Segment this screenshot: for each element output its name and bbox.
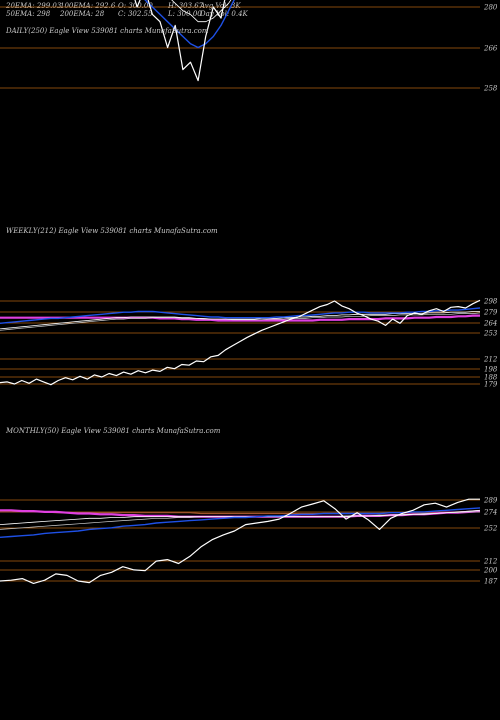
series-line-ma-fast bbox=[0, 507, 481, 538]
tick-label-253: 253 bbox=[483, 330, 498, 338]
header-h2: 100EMA: 292.6 bbox=[60, 2, 116, 10]
header-h8: C: 302.55 bbox=[118, 10, 153, 18]
tick-label-212: 212 bbox=[483, 356, 498, 364]
header-h3: O: 300.00 bbox=[118, 2, 153, 10]
series-line-price bbox=[0, 299, 481, 386]
series-line-ma-fast bbox=[0, 307, 481, 324]
series-line-ma-mid bbox=[0, 509, 481, 525]
tick-label-200: 200 bbox=[483, 567, 498, 575]
tick-label-279: 279 bbox=[483, 309, 498, 317]
header-h4: H: 303.67 bbox=[167, 2, 204, 10]
series-line-ma-slow bbox=[0, 312, 481, 331]
tick-label-298: 298 bbox=[483, 298, 498, 306]
header-h6: 50EMA: 298 bbox=[6, 10, 51, 18]
series-line-price bbox=[0, 498, 480, 585]
panel-daily: 280 266 258 DAILY(250) Eagle View 539081 ch… bbox=[0, 0, 498, 93]
series-line-ma-long bbox=[0, 314, 480, 322]
tick-label-252: 252 bbox=[483, 525, 498, 533]
panel-title-monthly: MONTHLY(50) Eagle View 539081 charts Mun… bbox=[5, 427, 221, 435]
tick-label-187: 187 bbox=[484, 578, 498, 586]
tick-label-289: 289 bbox=[483, 497, 498, 505]
header-h7: 200EMA: 28 bbox=[59, 10, 105, 18]
tick-label-274: 274 bbox=[483, 509, 497, 517]
tick-label-264: 264 bbox=[483, 320, 497, 328]
header-h10: Day Vol: 0.4K bbox=[199, 10, 249, 18]
header-h1: 20EMA: 299.03 bbox=[5, 2, 62, 10]
panel-title-weekly: WEEKLY(212) Eagle View 539081 charts Mun… bbox=[6, 227, 218, 235]
header-h5: Avg Vol: 3K bbox=[199, 2, 241, 10]
tick-label-179: 179 bbox=[484, 381, 498, 389]
tick-label-280: 280 bbox=[483, 4, 498, 12]
header-h9: L: 300.00 bbox=[167, 10, 202, 18]
panel-title-daily: DAILY(250) Eagle View 539081 charts Muna… bbox=[5, 27, 209, 35]
tick-label-198: 198 bbox=[484, 366, 498, 374]
tick-label-266: 266 bbox=[483, 45, 498, 53]
chart-panels: 280 266 258 DAILY(250) Eagle View 539081 ch… bbox=[0, 0, 498, 586]
tick-label-258: 258 bbox=[483, 85, 498, 93]
tick-label-188: 188 bbox=[484, 374, 498, 382]
tick-label-212: 212 bbox=[483, 558, 498, 566]
